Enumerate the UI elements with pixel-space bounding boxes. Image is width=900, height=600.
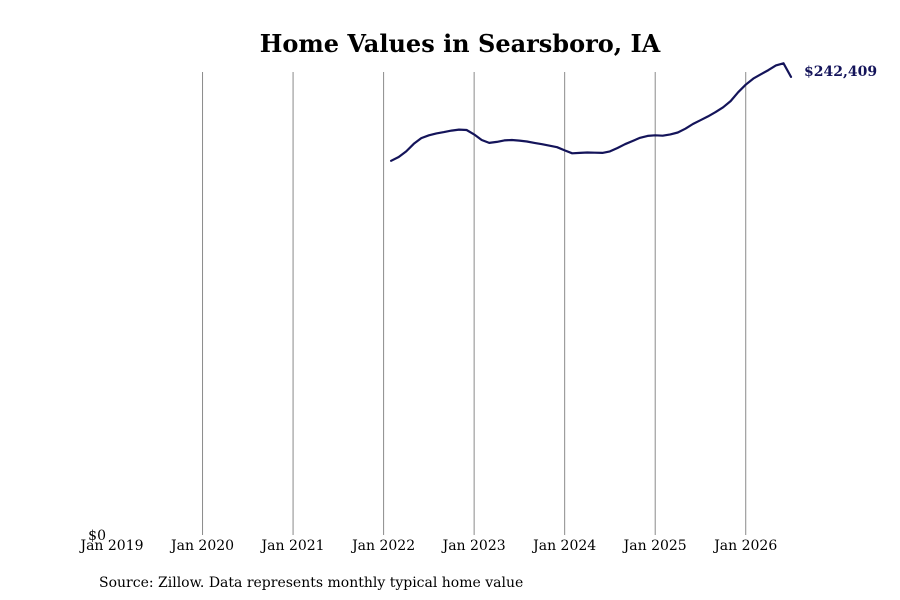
- series-layer: [390, 62, 793, 162]
- x-tick-label: Jan 2022: [350, 538, 415, 554]
- x-tick-label: Jan 2021: [260, 538, 325, 554]
- end-value-label: $242,409: [804, 64, 877, 80]
- x-tick-label: Jan 2025: [622, 538, 687, 554]
- y-axis-tick-labels: $0: [88, 528, 106, 544]
- grid-lines: [202, 72, 747, 535]
- x-tick-label: Jan 2020: [169, 538, 234, 554]
- x-tick-label: Jan 2024: [531, 538, 596, 554]
- x-tick-label: Jan 2019: [78, 538, 143, 554]
- source-note: Source: Zillow. Data represents monthly …: [99, 575, 523, 591]
- chart-title: Home Values in Searsboro, IA: [260, 29, 661, 58]
- y-tick-label: $0: [88, 528, 106, 544]
- series-line-0: [390, 62, 793, 162]
- x-axis-tick-labels: Jan 2019 Jan 2020 Jan 2021 Jan 2022 Jan 2023…: [78, 538, 777, 554]
- x-tick-label: Jan 2023: [441, 538, 506, 554]
- x-tick-label: Jan 2026: [712, 538, 777, 554]
